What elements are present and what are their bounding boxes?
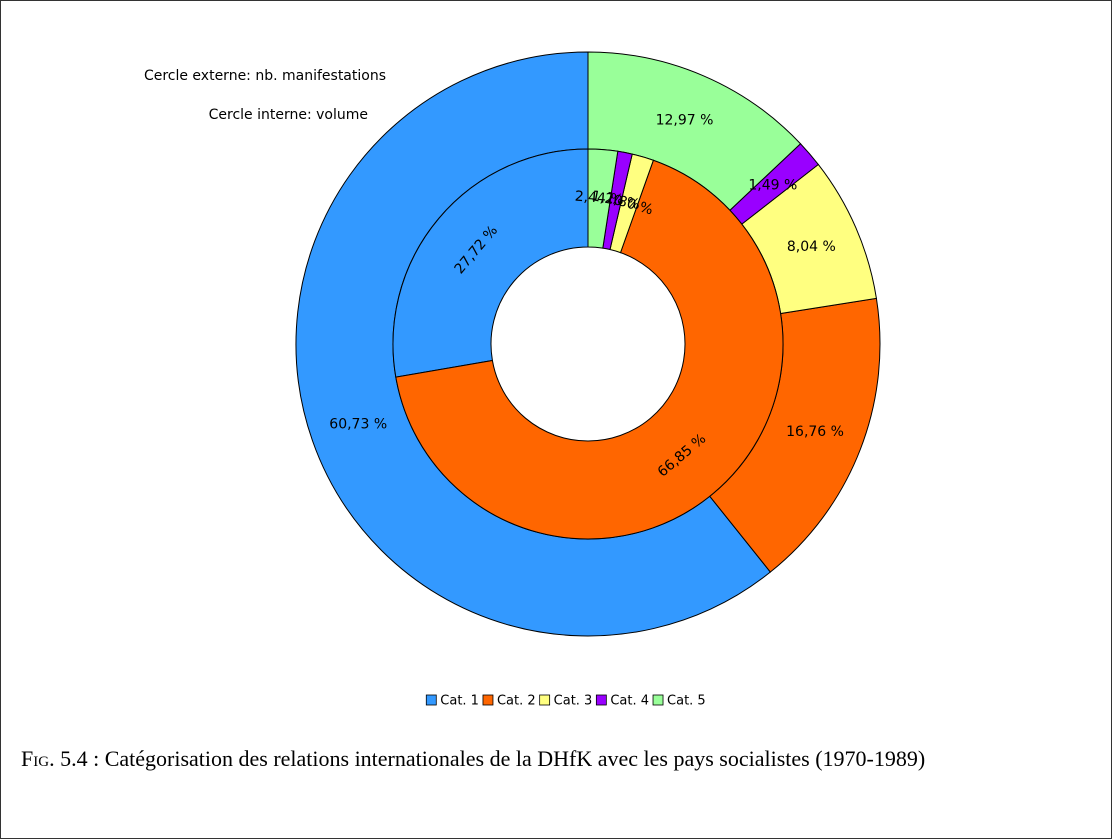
annotation: Cercle interne: volume xyxy=(209,107,368,123)
caption-label: Fig. 5.4 : xyxy=(21,746,100,771)
legend-label: Cat. 1 xyxy=(440,694,479,709)
slice xyxy=(395,159,784,540)
legend-swatch xyxy=(425,694,437,706)
value-label: 60,73 % xyxy=(329,417,387,433)
chart: Cercle externe: nb. manifestations Cercl… xyxy=(144,51,881,709)
caption-text: Catégorisation des relations internation… xyxy=(104,746,926,771)
value-label: 8,04 % xyxy=(787,239,836,255)
value-label: 2,44 % xyxy=(574,189,624,209)
caption: Fig. 5.4 : Catégorisation des relations … xyxy=(21,743,1096,775)
slice xyxy=(587,148,619,249)
legend-label: Cat. 5 xyxy=(667,694,706,709)
legend-swatch xyxy=(482,694,494,706)
legend-label: Cat. 3 xyxy=(554,694,593,709)
legend-label: Cat. 2 xyxy=(497,694,536,709)
value-label: 12,97 % xyxy=(656,112,714,128)
annotation: Cercle externe: nb. manifestations xyxy=(144,68,386,84)
value-label: 1,49 % xyxy=(748,177,797,193)
legend-swatch xyxy=(652,694,664,706)
legend-swatch xyxy=(539,694,551,706)
legend-label: Cat. 4 xyxy=(610,694,649,709)
value-label: 16,76 % xyxy=(786,424,844,440)
slice xyxy=(392,148,589,378)
legend-swatch xyxy=(595,694,607,706)
